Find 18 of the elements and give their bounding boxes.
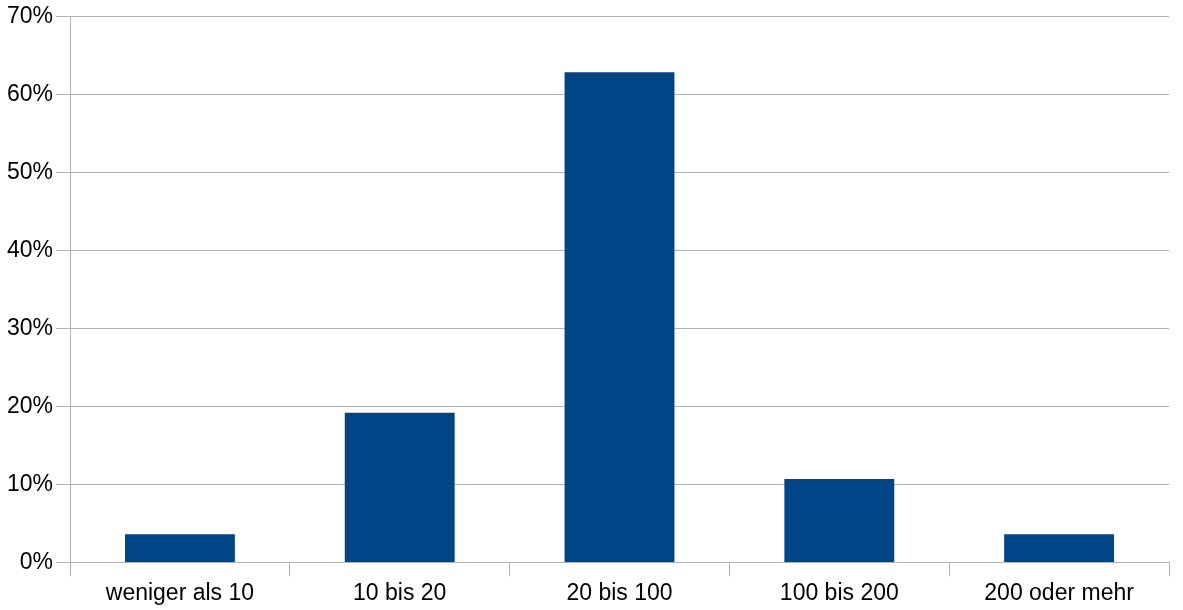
y-tick-label: 60% [6, 80, 54, 107]
y-tick-label: 50% [6, 158, 54, 185]
bar [564, 72, 675, 562]
y-tick-label: 0% [19, 547, 54, 574]
y-tick-label: 20% [6, 391, 54, 418]
y-tick-label: 40% [6, 235, 54, 262]
y-tick-label: 30% [6, 313, 54, 340]
bar [784, 479, 895, 562]
bar [344, 412, 455, 562]
x-tick-label: 100 bis 200 [779, 578, 899, 605]
y-tick-label: 70% [6, 2, 54, 29]
x-tick-label: weniger als 10 [104, 578, 255, 605]
x-tick-label: 10 bis 20 [353, 578, 447, 605]
bar [124, 534, 235, 562]
x-tick-label: 20 bis 100 [566, 578, 673, 605]
bar [1004, 534, 1115, 562]
y-tick-label: 10% [6, 469, 54, 496]
x-tick-label: 200 oder mehr [984, 578, 1135, 605]
